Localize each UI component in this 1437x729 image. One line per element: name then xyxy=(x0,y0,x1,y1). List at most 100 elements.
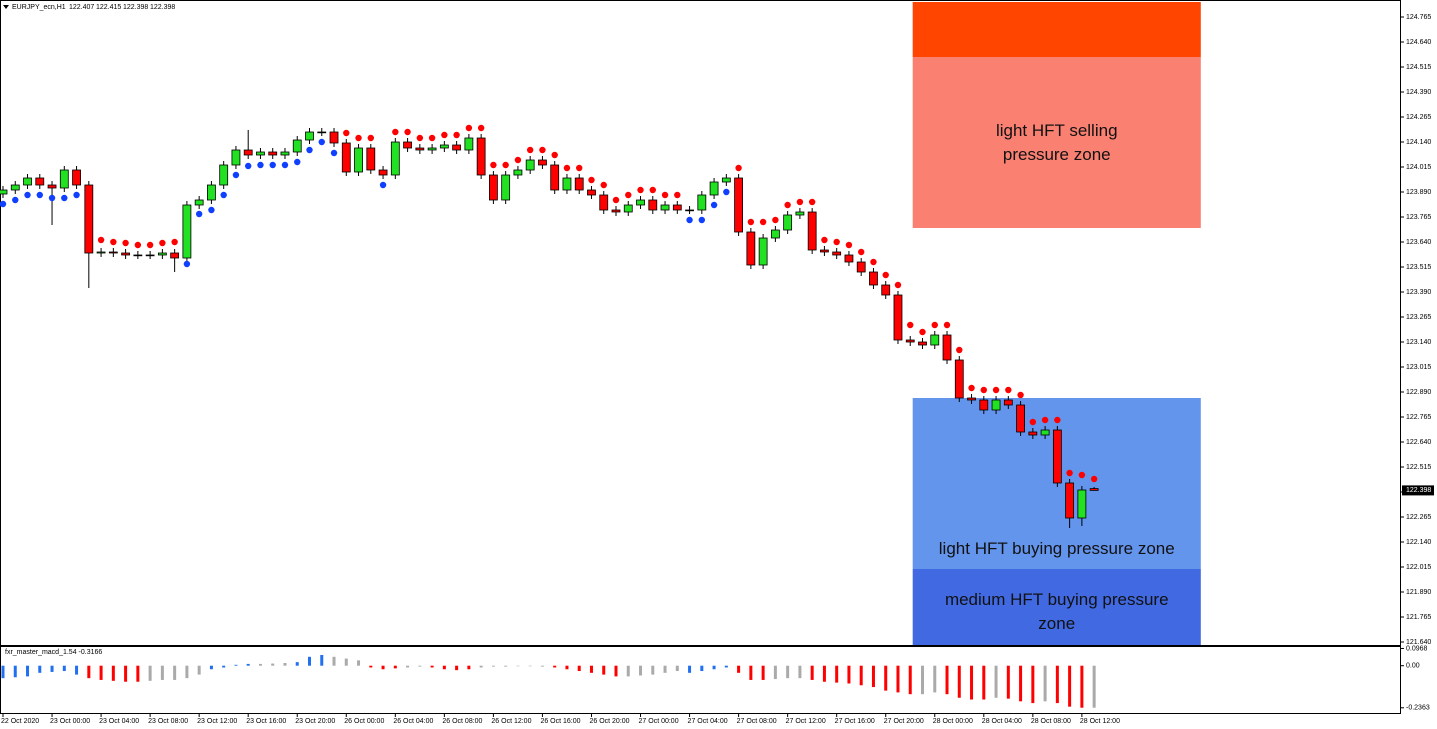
signal-dot xyxy=(759,218,767,226)
signal-dot xyxy=(269,161,276,169)
signal-dot xyxy=(956,346,963,354)
candle-body xyxy=(905,339,915,343)
histogram-bar xyxy=(222,665,226,668)
histogram-bar xyxy=(99,665,103,680)
candle-body xyxy=(207,184,216,201)
signal-dot xyxy=(367,134,374,142)
histogram-bar xyxy=(970,665,974,700)
candle-body xyxy=(121,252,130,256)
zone-label: medium HFT buying pressure zone xyxy=(913,569,1201,645)
histogram-bar xyxy=(896,665,900,693)
histogram-bar xyxy=(1006,665,1010,699)
histogram-bar xyxy=(749,665,753,680)
histogram-bar xyxy=(859,665,863,686)
signal-dot xyxy=(723,188,730,196)
signal-dot xyxy=(563,164,571,172)
candle-body xyxy=(182,204,192,259)
signal-dot xyxy=(355,134,362,142)
candle-body xyxy=(672,204,682,211)
y-tick-label: 122.765 xyxy=(1406,414,1431,421)
candle-body xyxy=(427,147,437,151)
signal-dot xyxy=(1090,475,1098,483)
histogram-bar xyxy=(1080,665,1084,708)
histogram-bar xyxy=(467,665,471,670)
histogram-bar xyxy=(700,665,704,672)
candle-body xyxy=(942,334,952,361)
pressure-zone xyxy=(912,57,1201,228)
candle-body xyxy=(390,141,400,176)
signal-dot xyxy=(612,196,620,204)
signal-dot xyxy=(318,138,325,146)
signal-dot xyxy=(661,191,669,199)
signal-dot xyxy=(907,321,914,329)
histogram-bar xyxy=(1092,665,1096,708)
histogram-bar xyxy=(1031,665,1035,704)
histogram-bar xyxy=(246,663,250,666)
signal-dot xyxy=(477,124,485,132)
x-tick-label: 23 Oct 08:00 xyxy=(148,718,188,725)
histogram-bar xyxy=(908,665,912,695)
symbol-title: EURJPY_ecn,H1 xyxy=(12,4,66,11)
signal-dot xyxy=(404,128,411,136)
signal-dot xyxy=(980,386,987,394)
histogram-bar xyxy=(577,665,581,672)
signal-dot xyxy=(171,238,178,246)
candle-body xyxy=(820,249,829,253)
candle-body xyxy=(525,159,535,171)
histogram-bar xyxy=(136,665,140,682)
histogram-bar xyxy=(26,665,30,677)
y-tick-label: 123.890 xyxy=(1406,189,1431,196)
histogram-bar xyxy=(639,665,643,676)
candle-body xyxy=(721,177,731,183)
menu-arrow[interactable] xyxy=(3,5,9,9)
y-tick-label: 123.015 xyxy=(1406,364,1431,371)
candle-body xyxy=(991,399,1001,411)
histogram-bar xyxy=(50,665,54,672)
candle-body xyxy=(280,151,290,156)
x-tick-label: 26 Oct 12:00 xyxy=(491,718,531,725)
signal-dot xyxy=(919,328,926,336)
signal-dot xyxy=(110,238,117,246)
y-tick-label: 122.890 xyxy=(1406,389,1431,396)
candle-body xyxy=(366,147,376,171)
candle-body xyxy=(611,209,621,213)
histogram-bar xyxy=(786,665,790,679)
histogram-bar xyxy=(553,665,557,668)
header-low: 122.398 xyxy=(123,4,148,11)
candle-body xyxy=(807,211,817,251)
x-tick-label: 23 Oct 20:00 xyxy=(295,718,335,725)
signal-dot xyxy=(539,146,546,154)
histogram-bar xyxy=(209,665,213,670)
signal-dot xyxy=(61,194,68,202)
x-tick-label: 27 Oct 04:00 xyxy=(688,718,728,725)
candle-body xyxy=(795,211,805,216)
zone-label-text: light HFT selling pressure zone xyxy=(995,120,1118,164)
histogram-bar xyxy=(442,665,446,670)
y-tick-label: 0.0968 xyxy=(1406,645,1428,652)
histogram-bar xyxy=(798,665,802,679)
candle-body xyxy=(452,144,462,151)
candle-body xyxy=(770,229,780,239)
candle-body xyxy=(636,199,645,206)
histogram-bar xyxy=(773,665,777,680)
candle-body xyxy=(10,184,20,191)
signal-dot xyxy=(183,260,191,268)
histogram-bar xyxy=(418,665,422,667)
signal-dot xyxy=(808,198,816,206)
candle-body xyxy=(329,131,339,144)
histogram-bar xyxy=(283,663,287,666)
x-tick-label: 26 Oct 16:00 xyxy=(540,718,580,725)
histogram-bar xyxy=(933,665,937,693)
signal-dot xyxy=(257,161,264,169)
candle-body xyxy=(268,151,278,156)
histogram-bar xyxy=(393,665,397,669)
candle-body xyxy=(685,209,694,212)
signal-dot xyxy=(294,158,301,166)
header-close: 122.398 xyxy=(150,4,175,11)
signal-dot xyxy=(122,239,129,247)
x-tick-label: 26 Oct 04:00 xyxy=(393,718,433,725)
signal-dot xyxy=(625,191,632,199)
signal-dot xyxy=(943,321,951,329)
